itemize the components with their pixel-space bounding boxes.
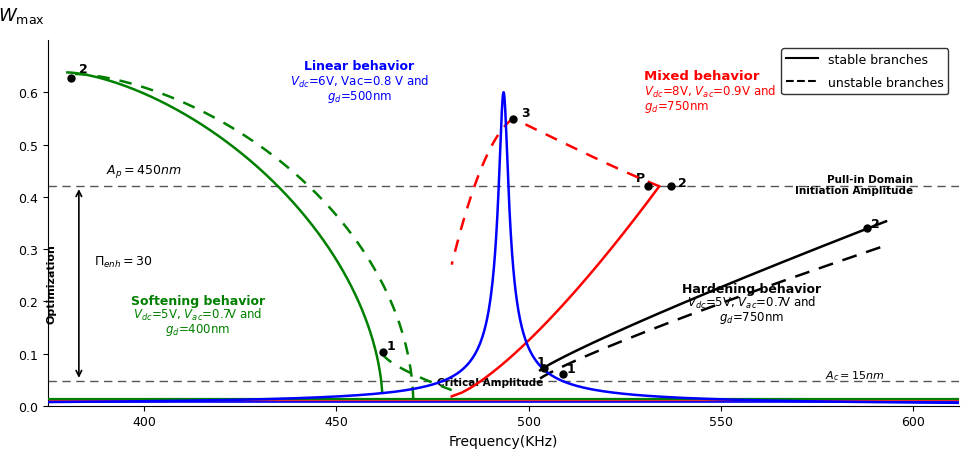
Text: 2: 2 [678,177,687,190]
Text: $W_{\mathrm{max}}$: $W_{\mathrm{max}}$ [0,6,44,26]
Legend: stable branches, unstable branches: stable branches, unstable branches [781,49,949,95]
Text: 1: 1 [536,355,545,368]
Text: P: P [637,172,645,185]
X-axis label: Frequency(KHz): Frequency(KHz) [449,434,558,448]
Text: $g_d$=750nm: $g_d$=750nm [644,99,709,115]
Text: Softening behavior: Softening behavior [131,294,265,307]
Text: $V_{dc}$=8V, $V_{ac}$=0.9V and: $V_{dc}$=8V, $V_{ac}$=0.9V and [644,84,776,100]
Text: 2: 2 [870,217,879,231]
Text: $V_{dc}$=5V, $V_{ac}$=0.7V and: $V_{dc}$=5V, $V_{ac}$=0.7V and [687,294,816,310]
Text: 3: 3 [521,106,529,120]
Text: 2: 2 [79,63,88,76]
Text: Optimization: Optimization [47,244,57,324]
Text: Critical Amplitude: Critical Amplitude [437,377,543,387]
Text: 1: 1 [386,339,395,353]
Text: Hardening behavior: Hardening behavior [682,282,821,295]
Text: 1: 1 [567,362,576,375]
Text: $g_d$=500nm: $g_d$=500nm [327,88,392,104]
Text: Mixed behavior: Mixed behavior [644,70,759,83]
Text: $V_{dc}$=6V, Vac=0.8 V and: $V_{dc}$=6V, Vac=0.8 V and [290,73,429,89]
Text: $g_d$=750nm: $g_d$=750nm [719,309,784,325]
Text: $A_p = 450nm$: $A_p = 450nm$ [105,163,182,180]
Text: $g_d$=400nm: $g_d$=400nm [165,321,231,337]
Text: Initiation Amplitude: Initiation Amplitude [795,186,913,196]
Text: $V_{dc}$=5V, $V_{ac}$=0.7V and: $V_{dc}$=5V, $V_{ac}$=0.7V and [133,306,263,323]
Text: $\Pi_{enh} = 30$: $\Pi_{enh} = 30$ [95,254,153,269]
Text: Pull-in Domain: Pull-in Domain [827,175,913,185]
Text: Linear behavior: Linear behavior [304,60,414,72]
Text: $A_c = 15nm$: $A_c = 15nm$ [825,368,884,382]
